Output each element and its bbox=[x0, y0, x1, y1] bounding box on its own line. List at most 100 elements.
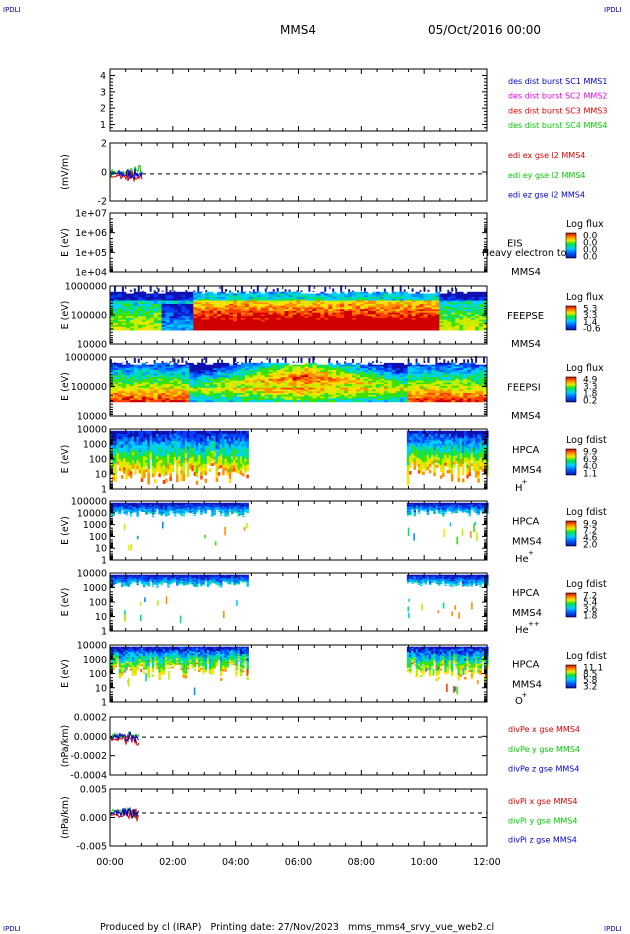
spectrogram-cell bbox=[137, 358, 140, 363]
spectrogram-cell bbox=[439, 307, 444, 310]
spectrogram-cell bbox=[197, 285, 200, 292]
spectrogram-cell bbox=[276, 396, 282, 399]
spectrogram-cell bbox=[296, 323, 301, 326]
spectrogram-cell bbox=[407, 314, 412, 317]
spectrogram-cell bbox=[181, 366, 186, 369]
spectrogram-cell bbox=[367, 305, 373, 308]
spectrogram-cell bbox=[252, 293, 258, 296]
spectrogram-cell bbox=[221, 377, 226, 380]
spectrogram-cell bbox=[431, 378, 436, 381]
spectrogram-cell bbox=[471, 398, 476, 401]
spectrogram-cell bbox=[252, 366, 258, 369]
spectrogram-cell bbox=[383, 321, 389, 324]
spectrogram-cell bbox=[475, 309, 480, 312]
spectrogram-cell bbox=[276, 385, 282, 389]
spectrogram-cell bbox=[467, 387, 472, 390]
spectrogram-cell bbox=[284, 391, 289, 394]
spectrogram-cell bbox=[352, 382, 357, 385]
spectrogram-cell bbox=[288, 302, 293, 305]
spectrogram-cell bbox=[185, 305, 190, 308]
spectrogram-cell bbox=[332, 392, 337, 396]
spectrogram-cell bbox=[157, 366, 162, 369]
spectrogram-cell bbox=[117, 368, 123, 371]
spectrogram-cell bbox=[276, 312, 282, 315]
spectrogram-cell bbox=[455, 314, 460, 317]
spectrogram-cell bbox=[132, 446, 135, 450]
spectrogram-cell bbox=[145, 302, 151, 305]
spectrogram-cell bbox=[403, 316, 409, 319]
spectrogram-cell bbox=[181, 380, 186, 383]
spectrogram-cell bbox=[407, 312, 412, 315]
spectrogram-cell bbox=[145, 377, 151, 380]
spectrogram-cell bbox=[185, 293, 190, 296]
spectrogram-cell bbox=[173, 305, 178, 308]
spectrogram-cell bbox=[395, 373, 401, 376]
spectrogram-cell bbox=[233, 317, 238, 321]
spectrogram-cell bbox=[240, 380, 246, 383]
spectrogram-cell bbox=[193, 307, 198, 310]
spectrogram-cell bbox=[145, 454, 148, 458]
spectrogram-cell bbox=[136, 442, 139, 446]
spectrogram-cell bbox=[459, 398, 464, 401]
spectrogram-cell bbox=[415, 377, 420, 380]
spectrogram-cell bbox=[475, 396, 480, 399]
spectrogram-cell bbox=[308, 309, 313, 312]
spectrogram-cell bbox=[217, 377, 222, 380]
spectrogram-cell bbox=[141, 321, 147, 324]
spectrogram-cell bbox=[475, 371, 480, 374]
spectrogram-cell bbox=[268, 391, 274, 394]
spectrogram-cell bbox=[137, 380, 143, 383]
spectrogram-cell bbox=[134, 438, 137, 442]
spectrogram-cell bbox=[233, 316, 238, 319]
spectrogram-cell bbox=[387, 293, 393, 296]
spectrogram-cell bbox=[371, 392, 377, 396]
spectrogram-cell bbox=[395, 384, 401, 387]
spectrogram-cell bbox=[110, 391, 115, 394]
spectrogram-cell bbox=[121, 447, 124, 452]
spectrogram-cell bbox=[451, 378, 456, 381]
spectrogram-cell bbox=[455, 385, 460, 389]
spectrogram-cell bbox=[276, 298, 282, 301]
spectrogram-cell bbox=[443, 387, 448, 390]
spectrogram-cell bbox=[360, 305, 365, 308]
spectrogram-cell bbox=[201, 373, 206, 376]
spectrogram-cell bbox=[431, 396, 436, 399]
spectrogram-cell bbox=[117, 303, 123, 307]
spectrogram-cell bbox=[360, 295, 365, 298]
spectrogram-cell bbox=[205, 317, 210, 321]
spectrogram-cell bbox=[300, 396, 305, 399]
spectrogram-cell bbox=[419, 298, 424, 301]
spectrogram-cell bbox=[110, 321, 115, 324]
spectrogram-cell bbox=[340, 317, 345, 321]
spectrogram-cell bbox=[205, 307, 210, 310]
spectrogram-cell bbox=[193, 298, 198, 301]
spectrogram-cell bbox=[145, 389, 151, 392]
spectrogram-cell bbox=[288, 371, 293, 374]
spectrogram-cell bbox=[379, 310, 385, 314]
spectrogram-cell bbox=[209, 324, 214, 327]
spectrogram-cell bbox=[134, 456, 137, 461]
spectrogram-cell bbox=[479, 312, 484, 315]
spectrogram-cell bbox=[391, 389, 397, 392]
spectrogram-cell bbox=[340, 323, 345, 326]
spectrogram-cell bbox=[129, 385, 135, 389]
spectrogram-cell bbox=[272, 398, 278, 401]
spectrogram-cell bbox=[268, 385, 274, 389]
spectrogram-cell bbox=[431, 319, 436, 322]
spectrogram-cell bbox=[336, 328, 341, 331]
spectrogram-cell bbox=[348, 319, 353, 322]
spectrogram-cell bbox=[328, 293, 333, 296]
spectrogram-cell bbox=[177, 314, 182, 317]
spectrogram-cell bbox=[205, 290, 208, 292]
spectrogram-cell bbox=[264, 314, 270, 317]
spectrogram-cell bbox=[328, 323, 333, 326]
spectrogram-cell bbox=[423, 307, 428, 310]
spectrogram-cell bbox=[423, 389, 428, 392]
spectrogram-cell bbox=[407, 300, 412, 303]
spectrogram-cell bbox=[133, 378, 139, 381]
spectrogram-cell bbox=[312, 377, 317, 380]
spectrogram-cell bbox=[399, 312, 405, 315]
spectrogram-cell bbox=[340, 387, 345, 390]
spectrogram-cell bbox=[459, 312, 464, 315]
y-tick-label: 0 bbox=[101, 168, 107, 179]
